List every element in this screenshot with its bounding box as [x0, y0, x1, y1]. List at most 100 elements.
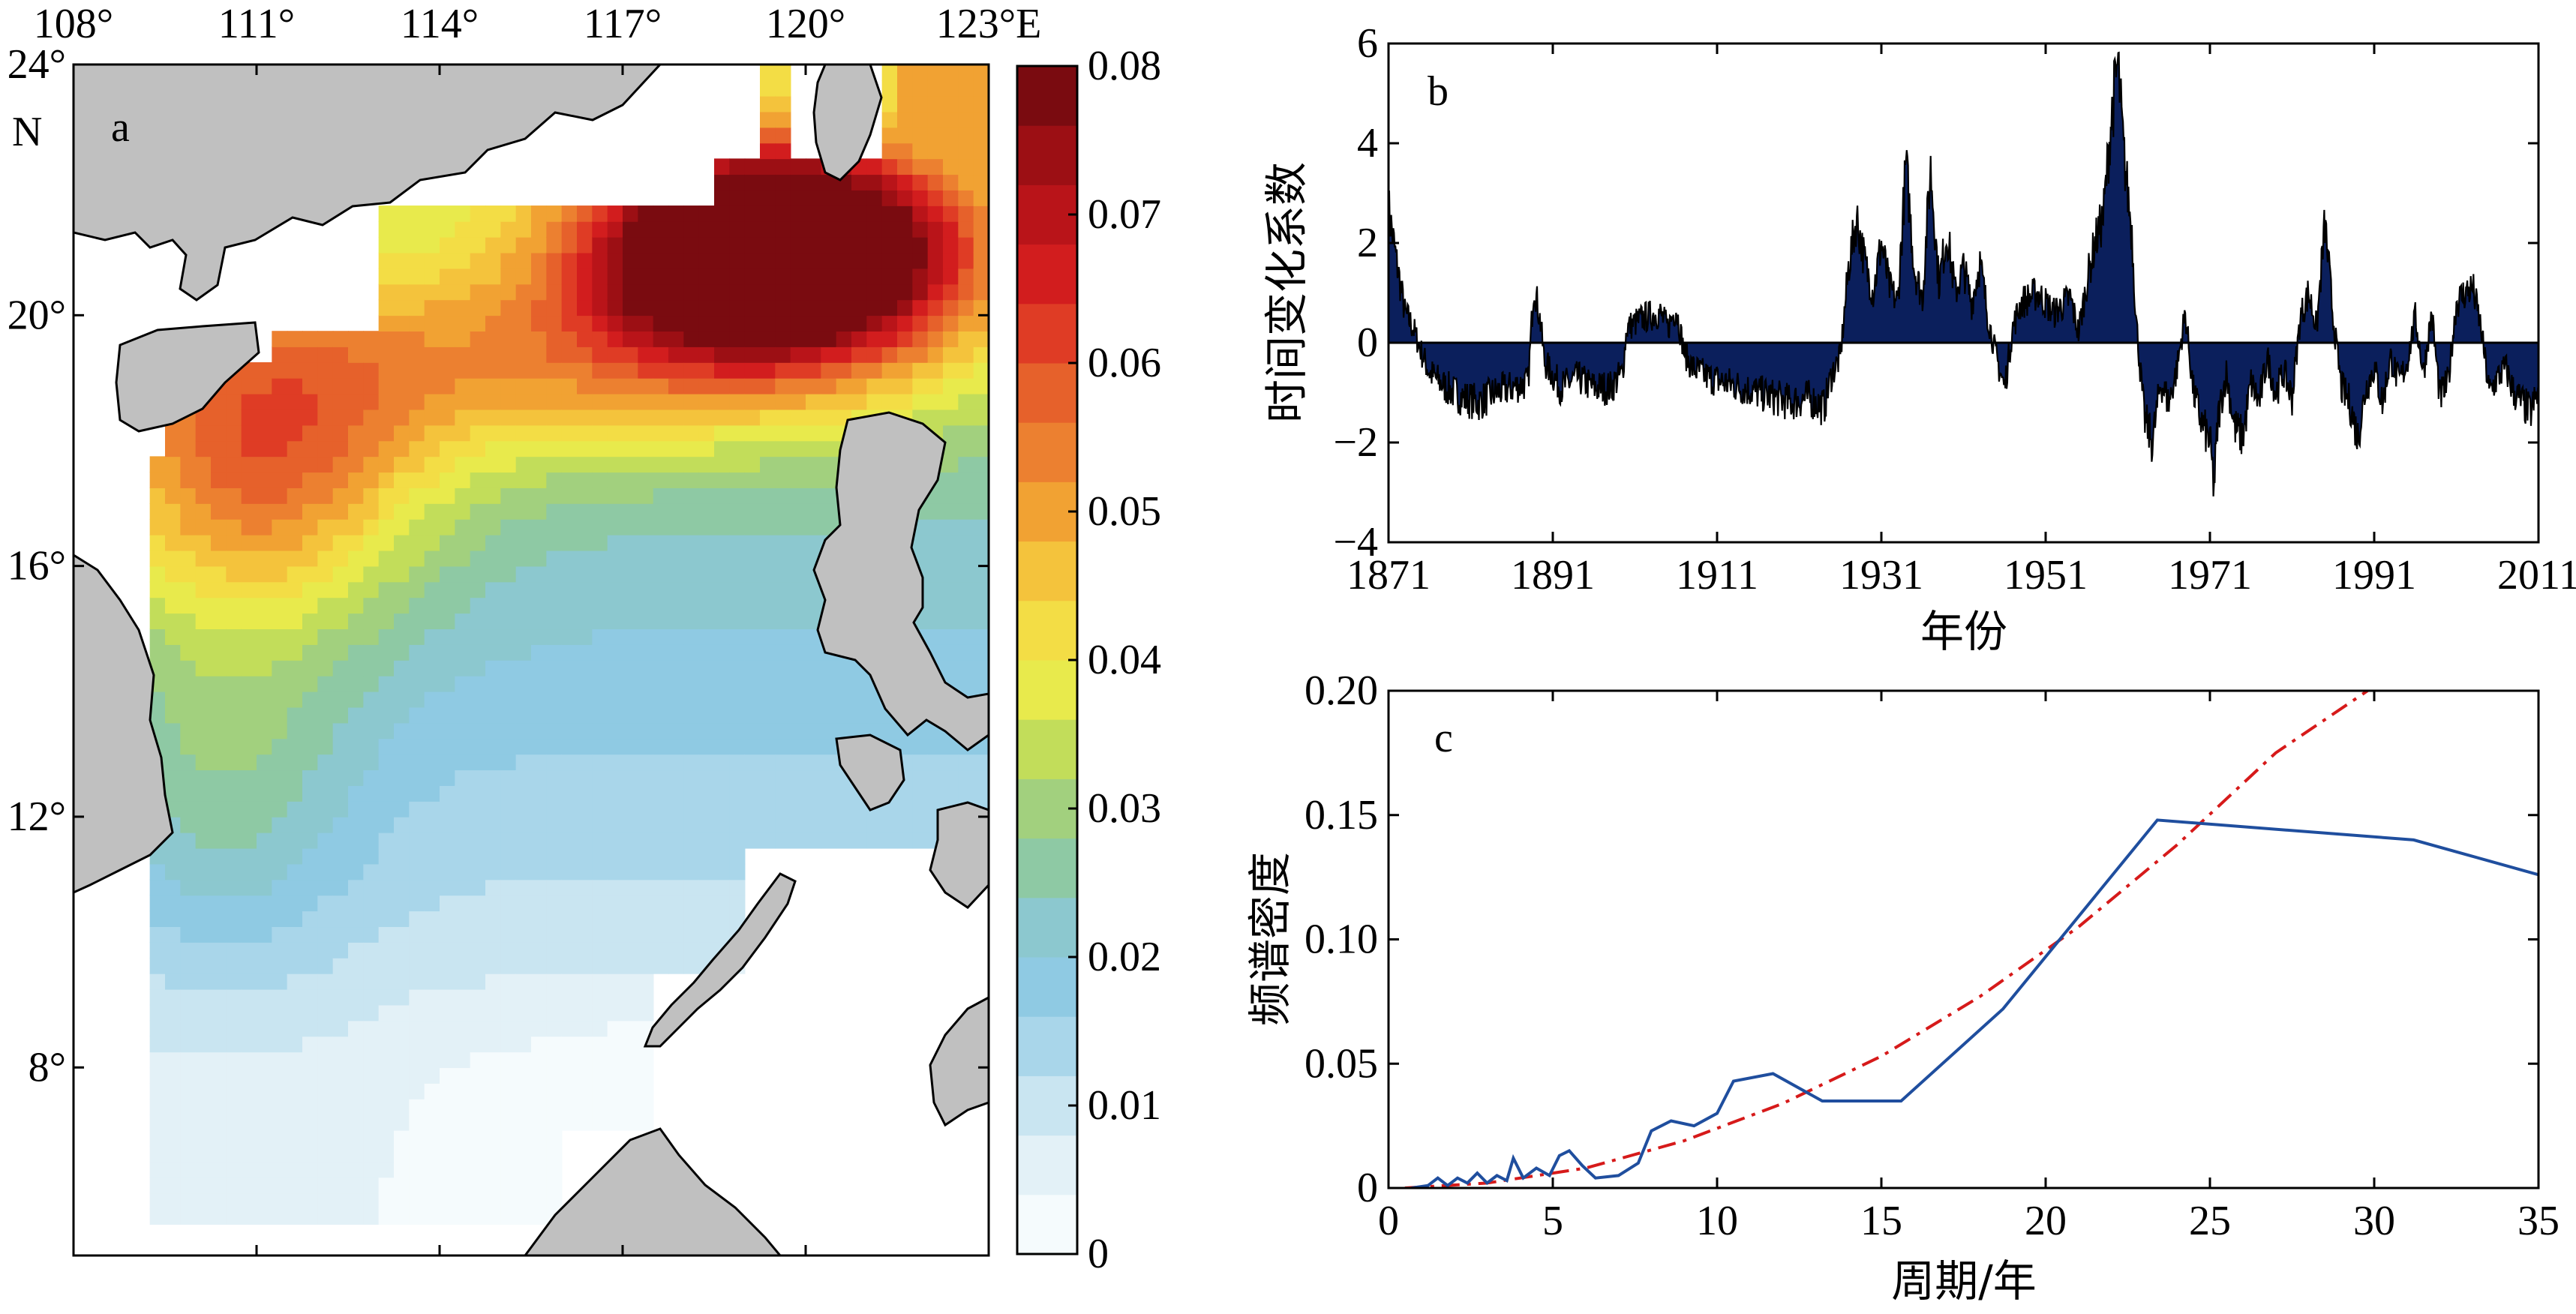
map-cell [257, 660, 273, 676]
map-cell [332, 722, 349, 740]
map-cell [485, 566, 502, 583]
map-cell [363, 424, 380, 442]
map-cell [287, 785, 303, 802]
map-cell [881, 299, 898, 316]
map-cell [760, 706, 776, 724]
map-cell [546, 1177, 563, 1194]
map-cell [927, 613, 944, 630]
map-cell [394, 488, 410, 504]
map-cell [394, 722, 410, 740]
map-cell [409, 252, 425, 269]
map-cell [775, 95, 791, 112]
map-cell [927, 566, 944, 583]
map-cell [287, 910, 303, 928]
map-cell [623, 518, 639, 536]
map-cell [790, 409, 806, 426]
map-cell [195, 472, 212, 488]
map-cell [943, 80, 959, 97]
map-cell [287, 1004, 303, 1022]
map-cell [257, 566, 273, 583]
map-cell [836, 675, 852, 692]
map-cell [226, 534, 242, 551]
map-cell [211, 958, 227, 974]
map-cell [973, 393, 989, 410]
map-cell [363, 706, 380, 724]
map-cell [515, 284, 532, 301]
map-cell [927, 518, 944, 536]
map-cell [806, 832, 822, 849]
map-cell [424, 472, 440, 488]
map-cell [806, 440, 822, 458]
map-cell [241, 942, 257, 958]
map-cell [515, 832, 532, 849]
map-cell [424, 1177, 440, 1194]
map-cell [241, 926, 257, 943]
map-cell [958, 206, 974, 222]
map-cell [546, 958, 563, 974]
map-cell [698, 816, 715, 833]
map-cell [821, 488, 837, 504]
map-cell [561, 785, 578, 802]
map-cell [348, 660, 365, 676]
map-cell [363, 958, 380, 974]
map-cell [546, 722, 563, 740]
map-cell [775, 142, 791, 160]
map-cell [287, 848, 303, 865]
map-cell [546, 942, 563, 958]
map-cell [806, 581, 822, 598]
map-cell [149, 1083, 166, 1100]
map-cell [287, 770, 303, 786]
map-cell [272, 644, 288, 661]
map-cell [424, 581, 440, 598]
map-cell [881, 346, 898, 363]
map-cell [378, 236, 395, 254]
map-cell [775, 644, 791, 661]
map-cell [317, 488, 334, 504]
map-cell [897, 95, 914, 112]
map-cell [836, 299, 852, 316]
map-cell [638, 910, 654, 928]
map-cell [790, 393, 806, 410]
map-cell [409, 315, 425, 332]
map-cell [165, 988, 182, 1006]
map-cell [943, 127, 959, 144]
map-cell [409, 1083, 425, 1100]
map-cell [363, 910, 380, 928]
map-cell [729, 377, 746, 394]
map-cell [211, 706, 227, 724]
map-cell [470, 1177, 486, 1194]
map-cell [515, 409, 532, 426]
map-cell [760, 801, 776, 818]
spectrum-y-tick-label: 0.15 [1305, 792, 1378, 838]
map-cell [470, 879, 486, 896]
map-cell [531, 1004, 548, 1022]
map-cell [790, 706, 806, 724]
map-cell [607, 472, 623, 488]
map-cell [623, 1114, 639, 1131]
map-cell [638, 472, 654, 488]
map-cell [943, 95, 959, 112]
map-cell [623, 597, 639, 614]
map-cell [698, 456, 715, 473]
map-cell [943, 111, 959, 128]
map-cell [973, 518, 989, 536]
map-cell [653, 801, 669, 818]
map-cell [470, 1020, 486, 1037]
map-cell [241, 958, 257, 974]
map-cell [760, 628, 776, 645]
map-cell [790, 299, 806, 316]
map-cell [394, 377, 410, 394]
map-cell [546, 331, 563, 347]
map-cell [592, 284, 608, 301]
map-cell [729, 534, 746, 551]
map-cell [195, 1099, 212, 1115]
map-cell [409, 863, 425, 880]
map-cell [165, 1020, 182, 1037]
map-cell [332, 1145, 349, 1162]
map-cell [561, 754, 578, 771]
map-cell [302, 926, 319, 943]
map-cell [546, 346, 563, 363]
map-cell [760, 456, 776, 473]
map-cell [653, 409, 669, 426]
map-cell [394, 268, 410, 285]
